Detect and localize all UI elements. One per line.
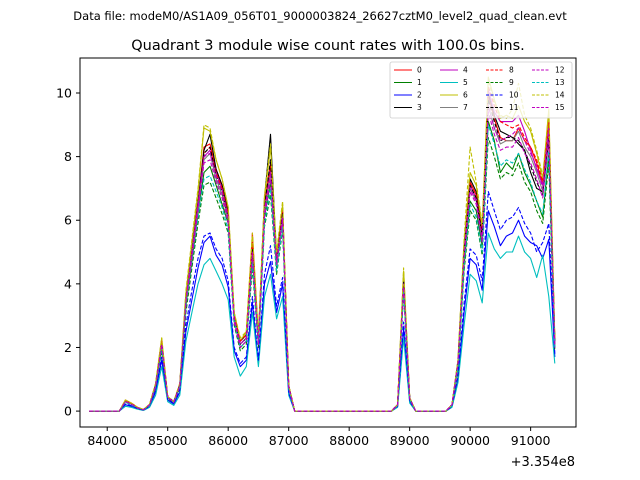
legend-label-12: 12 (555, 66, 565, 75)
y-tick-label-0: 0 (64, 404, 72, 419)
legend-label-15: 15 (555, 103, 565, 112)
legend-label-10: 10 (509, 91, 519, 100)
y-tick-label-10: 10 (56, 85, 72, 100)
y-tick-label-6: 6 (64, 213, 72, 228)
x-tick-label-87000: 87000 (269, 433, 309, 448)
legend-box (389, 61, 573, 119)
legend-label-1: 1 (417, 78, 422, 87)
y-tick-label-2: 2 (64, 340, 72, 355)
chart-title: Quadrant 3 module wise count rates with … (131, 38, 525, 54)
series-lines (89, 76, 556, 412)
legend-label-3: 3 (417, 103, 422, 112)
axes-frame (79, 57, 577, 428)
x-tick-label-90000: 90000 (450, 433, 490, 448)
x-tick-label-86000: 86000 (208, 433, 248, 448)
x-tick-label-91000: 91000 (511, 433, 551, 448)
legend-label-8: 8 (509, 66, 514, 75)
x-tick-label-85000: 85000 (148, 433, 188, 448)
x-tick-label-88000: 88000 (329, 433, 369, 448)
series-line-15 (89, 111, 556, 412)
legend-label-14: 14 (555, 91, 565, 100)
legend-label-4: 4 (463, 66, 468, 75)
legend-label-9: 9 (509, 78, 514, 87)
x-tick-label-84000: 84000 (87, 433, 127, 448)
legend-label-6: 6 (463, 91, 468, 100)
x-tick-label-89000: 89000 (390, 433, 430, 448)
legend-label-2: 2 (417, 91, 422, 100)
axes: 84000 85000 86000 87000 88000 89000 90000 91000… (56, 57, 577, 448)
y-tick-label-8: 8 (64, 149, 72, 164)
x-offset-label: +3.354e8 (511, 455, 575, 470)
legend-label-0: 0 (417, 66, 422, 75)
legend-label-7: 7 (463, 103, 468, 112)
legend-label-13: 13 (555, 78, 565, 87)
legend-label-5: 5 (463, 78, 468, 87)
y-tick-label-4: 4 (64, 276, 72, 291)
suptitle: Data file: modeM0/AS1A09_056T01_90000038… (73, 9, 567, 23)
legend-label-11: 11 (509, 103, 519, 112)
